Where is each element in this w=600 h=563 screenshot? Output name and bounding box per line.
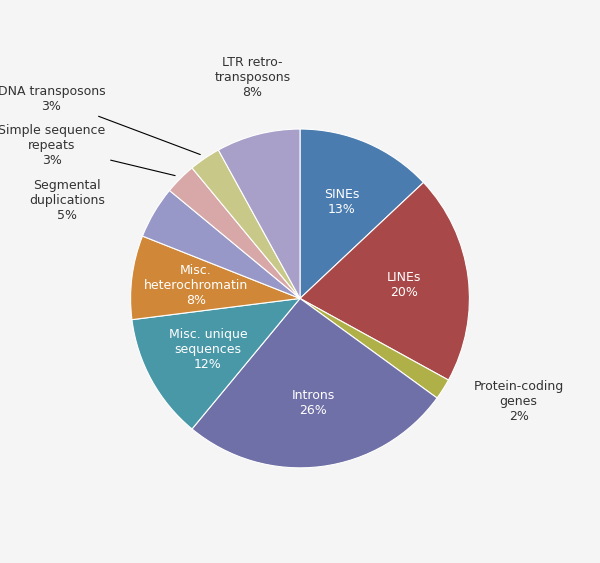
Wedge shape: [218, 129, 300, 298]
Text: Introns
26%: Introns 26%: [292, 388, 335, 417]
Text: Simple sequence
repeats
3%: Simple sequence repeats 3%: [0, 124, 175, 176]
Text: Misc.
heterochromatin
8%: Misc. heterochromatin 8%: [143, 264, 248, 307]
Text: Misc. unique
sequences
12%: Misc. unique sequences 12%: [169, 328, 247, 370]
Wedge shape: [300, 182, 469, 380]
Wedge shape: [300, 298, 448, 398]
Text: Protein-coding
genes
2%: Protein-coding genes 2%: [473, 379, 564, 422]
Wedge shape: [142, 190, 300, 298]
Text: DNA transposons
3%: DNA transposons 3%: [0, 84, 200, 155]
Wedge shape: [169, 168, 300, 298]
Wedge shape: [132, 298, 300, 429]
Text: LINEs
20%: LINEs 20%: [387, 271, 421, 300]
Wedge shape: [300, 129, 424, 298]
Wedge shape: [131, 236, 300, 320]
Text: LTR retro-
transposons
8%: LTR retro- transposons 8%: [214, 56, 290, 100]
Text: Segmental
duplications
5%: Segmental duplications 5%: [29, 178, 105, 222]
Wedge shape: [192, 298, 437, 468]
Wedge shape: [192, 150, 300, 298]
Text: SINEs
13%: SINEs 13%: [324, 188, 359, 216]
